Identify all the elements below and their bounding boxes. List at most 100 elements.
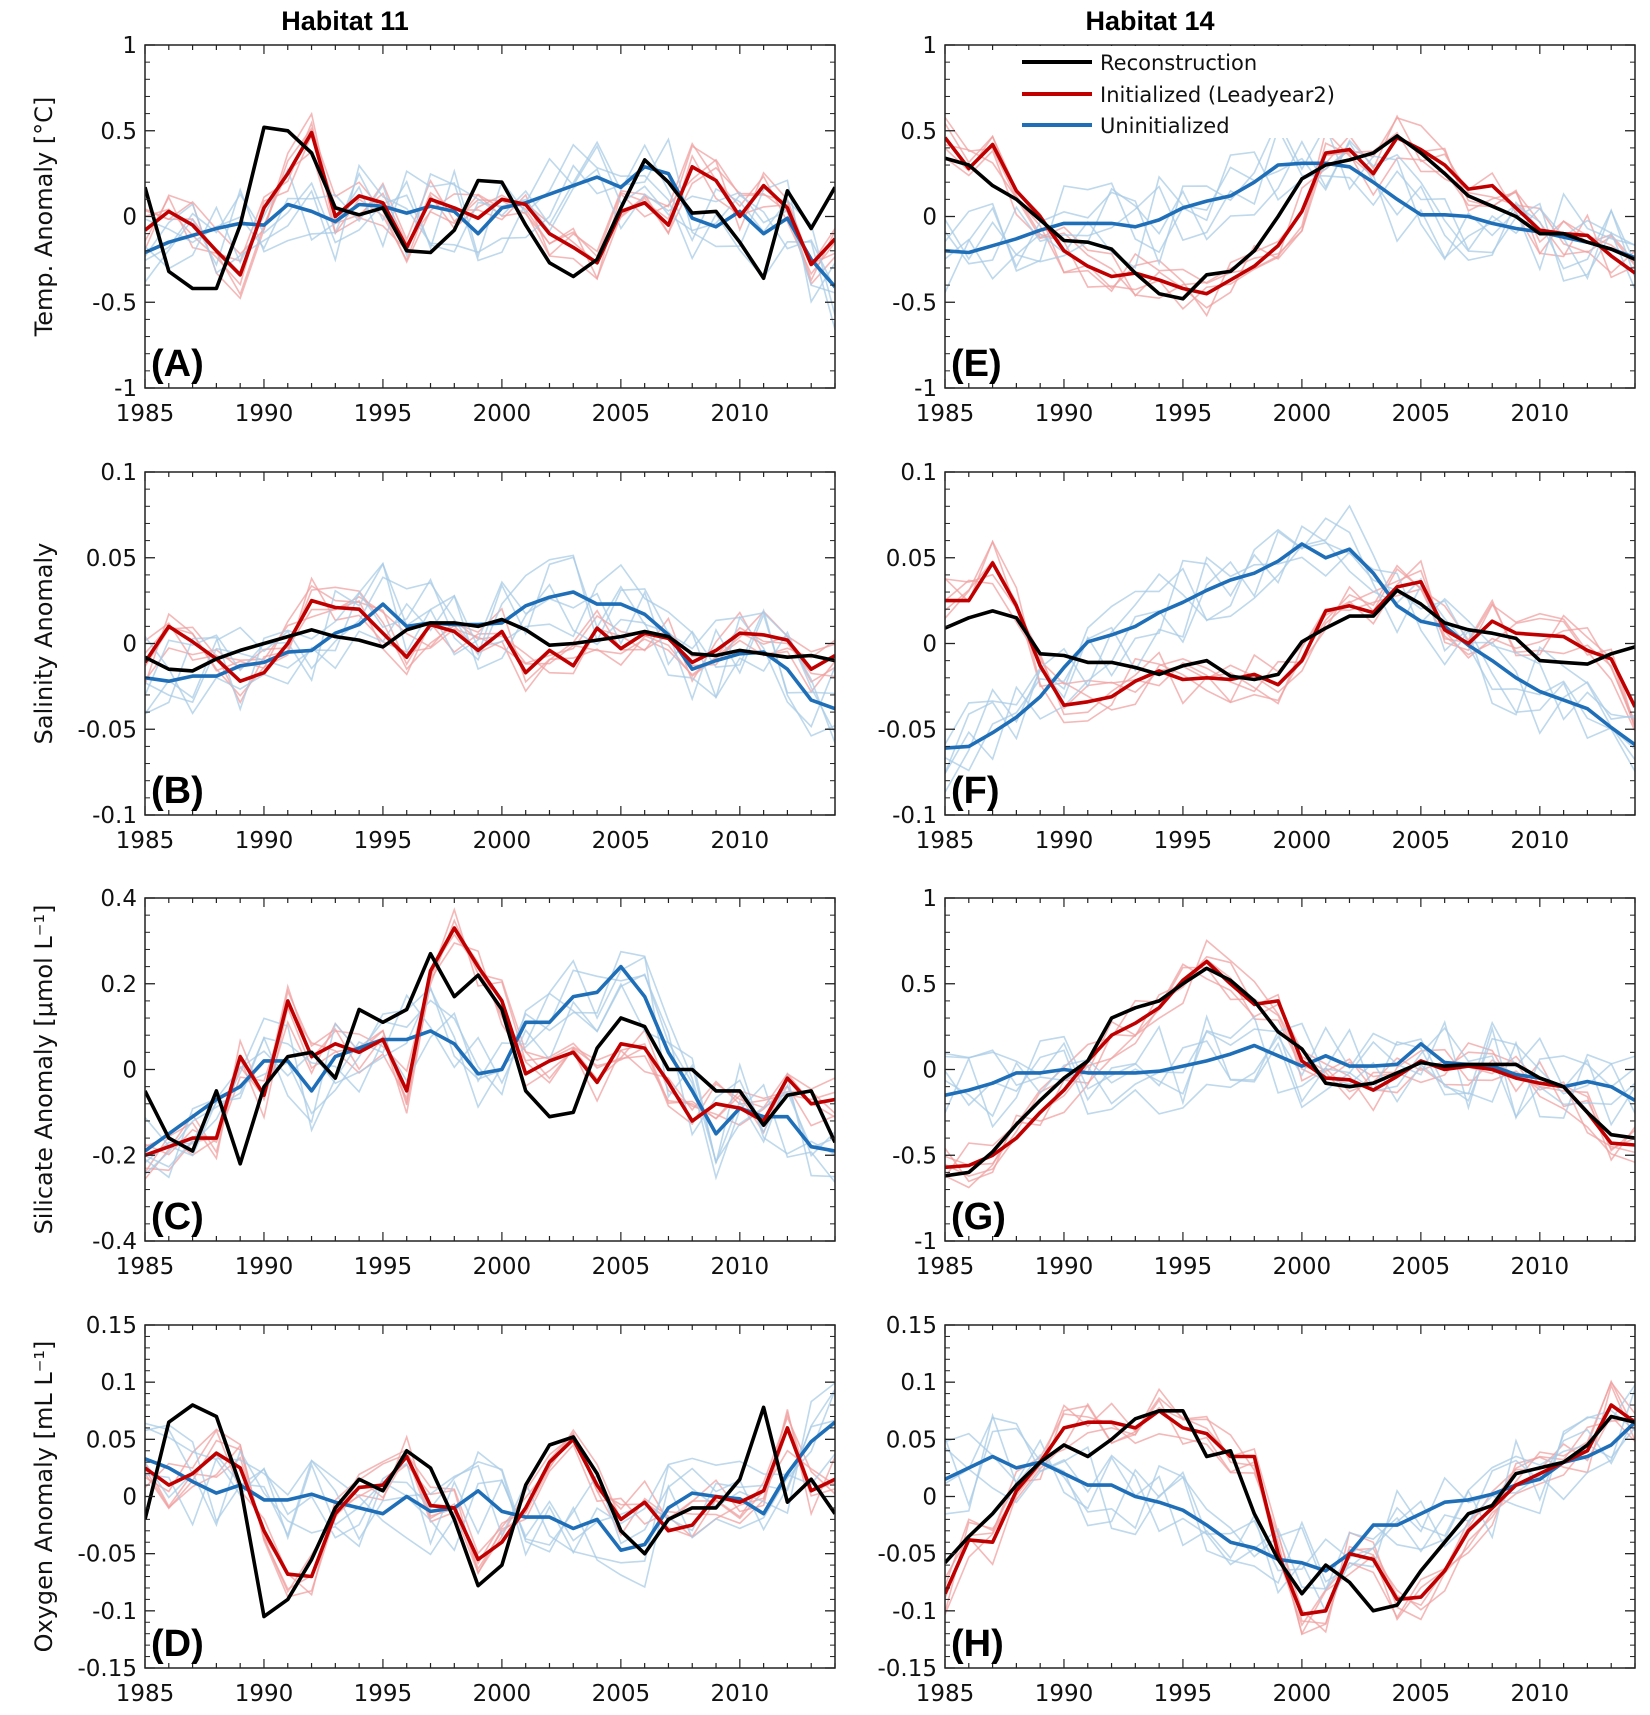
x-tick-label: 2000 <box>473 828 532 854</box>
series-line-initialized <box>945 1403 1635 1617</box>
x-tick-label: 2000 <box>1273 1254 1332 1280</box>
uninitialized-member-line <box>145 973 835 1183</box>
initialized-member-line <box>945 1379 1635 1634</box>
y-tick-label: -0.1 <box>92 1599 137 1625</box>
panels: 1985 1990 1995 2000 2005 2010 -1 -0.5 0 0.5 1 Temp.… <box>30 33 1636 1707</box>
uninitialized-member-line <box>145 554 835 744</box>
panel-letter: (G) <box>951 1196 1006 1238</box>
y-tick-label: 0.1 <box>900 1370 937 1396</box>
x-tick-label: 2000 <box>1273 1681 1332 1707</box>
series-line-initialized <box>945 135 1635 296</box>
y-tick-label: -0.5 <box>892 290 937 316</box>
y-tick-label: 0.05 <box>86 1427 137 1453</box>
uninitialized-member-line <box>145 561 835 734</box>
column-title-habitat-14: Habitat 14 <box>1085 6 1214 36</box>
panel-letter: (F) <box>951 770 1000 812</box>
x-tick-label: 1990 <box>235 828 294 854</box>
x-tick-label: 2010 <box>1511 1681 1570 1707</box>
series-line-uninitialized <box>145 964 835 1153</box>
x-tick-label: 2005 <box>1392 1681 1451 1707</box>
y-tick-label: 0 <box>922 1058 937 1084</box>
y-tick-label: 0.1 <box>100 460 137 486</box>
series-line-reconstruction <box>945 588 1635 682</box>
uninitialized-member-line <box>945 1388 1635 1590</box>
legend-label-uninitialized: Uninitialized <box>1100 114 1230 138</box>
y-tick-label: -0.15 <box>877 1656 937 1682</box>
panel-b: 1985 1990 1995 2000 2005 2010 -0.1 -0.05 0 0.05 0.… <box>30 460 836 854</box>
series-line-initialized <box>145 1426 835 1579</box>
panel-d: 1985 1990 1995 2000 2005 2010 -0.15 -0.1 -0.05 0 0… <box>30 1313 836 1707</box>
panel-h: 1985 1990 1995 2000 2005 2010 -0.15 -0.1 -0.05 0 0… <box>877 1313 1636 1707</box>
y-tick-label: 1 <box>922 886 937 912</box>
y-tick-label: 1 <box>922 33 937 59</box>
uninitialized-member-line <box>945 1409 1635 1592</box>
x-tick-label: 2000 <box>473 1681 532 1707</box>
series-line-reconstruction <box>145 1403 835 1619</box>
x-tick-label: 2010 <box>711 1681 770 1707</box>
x-tick-label: 1990 <box>1035 828 1094 854</box>
panel-letter: (A) <box>151 343 204 385</box>
y-axis-label: Silicate Anomaly [μmol L⁻¹] <box>30 905 58 1235</box>
panel-letter: (B) <box>151 770 204 812</box>
x-tick-label: 2010 <box>1511 828 1570 854</box>
x-tick-label: 1985 <box>116 1254 175 1280</box>
series-line-reconstruction <box>145 125 835 291</box>
series-line-reconstruction <box>945 134 1635 301</box>
x-tick-label: 1990 <box>1035 1681 1094 1707</box>
x-tick-label: 2010 <box>711 401 770 427</box>
series-line-initialized <box>145 598 835 684</box>
y-tick-label: 0 <box>922 205 937 231</box>
y-tick-label: 0.1 <box>900 460 937 486</box>
x-tick-label: 2010 <box>1511 401 1570 427</box>
panel-f: 1985 1990 1995 2000 2005 2010 -0.1 -0.05 0 0.05 0.… <box>877 460 1636 854</box>
y-tick-label: -0.1 <box>92 803 137 829</box>
y-tick-label: -0.1 <box>892 803 937 829</box>
x-tick-label: 1990 <box>1035 1254 1094 1280</box>
x-tick-label: 2010 <box>1511 1254 1570 1280</box>
uninitialized-member-line <box>145 1419 835 1552</box>
panel-c: 1985 1990 1995 2000 2005 2010 -0.4 -0.2 0 0.2 0.4 S… <box>30 886 836 1280</box>
initialized-member-line <box>945 131 1635 300</box>
y-tick-label: 0.2 <box>100 972 137 998</box>
x-tick-label: 2005 <box>1392 1254 1451 1280</box>
y-axis-label: Salinity Anomaly <box>30 543 58 745</box>
x-tick-label: 2010 <box>711 828 770 854</box>
y-tick-label: -0.05 <box>877 717 937 743</box>
main-series <box>945 1403 1635 1617</box>
uninitialized-member-line <box>145 969 835 1179</box>
y-tick-label: -0.15 <box>77 1656 137 1682</box>
x-tick-label: 1995 <box>1154 1681 1213 1707</box>
x-tick-label: 2000 <box>1273 828 1332 854</box>
uninitialized-member-line <box>945 146 1635 272</box>
initialized-member-line <box>945 1383 1635 1627</box>
x-tick-label: 1995 <box>354 828 413 854</box>
series-line-uninitialized <box>945 161 1635 260</box>
initialized-member-line <box>945 573 1635 727</box>
legend-label-reconstruction: Reconstruction <box>1100 51 1257 75</box>
initialized-member-line <box>145 120 835 267</box>
panel-letter: (E) <box>951 343 1002 385</box>
y-tick-label: -0.05 <box>877 1542 937 1568</box>
uninitialized-member-line <box>145 1389 835 1589</box>
x-tick-label: 1990 <box>235 1254 294 1280</box>
y-tick-label: 0.4 <box>100 886 137 912</box>
series-line-uninitialized <box>145 165 835 288</box>
x-tick-label: 1990 <box>235 1681 294 1707</box>
series-line-reconstruction <box>945 1409 1635 1613</box>
series-line-initialized <box>945 561 1635 708</box>
main-series <box>945 542 1635 750</box>
x-tick-label: 1985 <box>916 1681 975 1707</box>
y-tick-label: -0.4 <box>92 1229 137 1255</box>
initialized-member-line <box>945 559 1635 723</box>
panel-a: 1985 1990 1995 2000 2005 2010 -1 -0.5 0 0.5 1 Temp.… <box>30 33 836 427</box>
uninitialized-member-line <box>145 583 835 729</box>
y-tick-label: -1 <box>114 376 137 402</box>
main-series <box>145 590 835 711</box>
y-tick-label: 0 <box>122 1058 137 1084</box>
y-tick-label: 0.05 <box>886 1427 937 1453</box>
main-series <box>945 134 1635 301</box>
x-tick-label: 1985 <box>116 1681 175 1707</box>
y-tick-label: 0 <box>922 632 937 658</box>
y-tick-label: -1 <box>914 1229 937 1255</box>
